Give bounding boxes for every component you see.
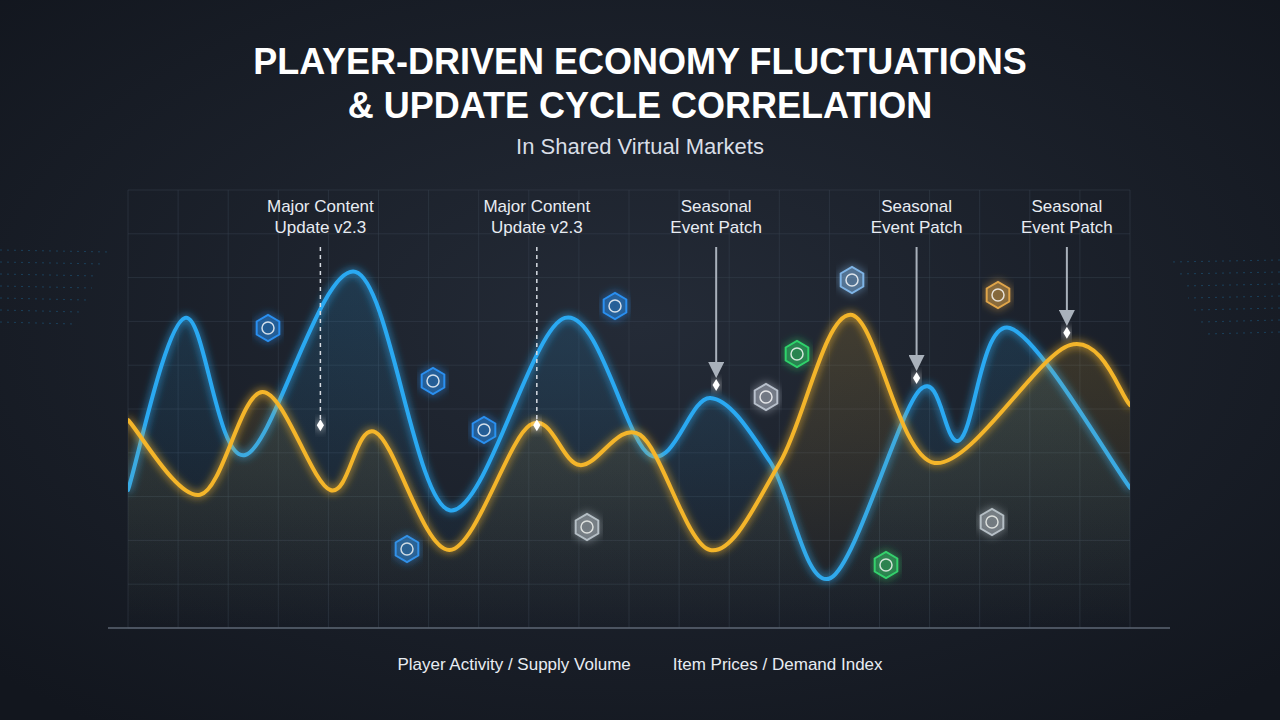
- coin-icon: [987, 282, 1010, 308]
- legend-entry: Item Prices / Demand Index: [673, 655, 883, 674]
- coin-icon: [786, 341, 809, 367]
- text-line: & UPDATE CYCLE CORRELATION: [348, 85, 933, 126]
- series-line: [128, 315, 1130, 550]
- decor-streak: [0, 262, 104, 264]
- coin-icon-inner: [791, 348, 803, 360]
- coin-icon-inner: [760, 391, 772, 403]
- grid: [128, 190, 1130, 628]
- annotation-label: Seasonal Event Patch: [1021, 197, 1113, 237]
- text-line: PLAYER-DRIVEN ECONOMY FLUCTUATIONS: [253, 41, 1026, 82]
- decor-streak: [0, 250, 110, 252]
- coin-icon-inner: [478, 424, 490, 436]
- text-line: Event Patch: [871, 218, 963, 237]
- series-area: [128, 315, 1130, 628]
- background: [0, 0, 1280, 720]
- annotation-marker: [913, 372, 920, 384]
- coin-icon: [604, 293, 627, 319]
- annotation-arrow: [1066, 247, 1068, 323]
- annotation-label: Major Content Update v2.3: [267, 197, 374, 237]
- text-line: Major Content: [267, 197, 374, 216]
- coin-icon: [473, 417, 496, 443]
- coin-icon: [755, 384, 778, 410]
- annotation-marker: [317, 419, 324, 431]
- text-line: Event Patch: [670, 218, 762, 237]
- decor-streak: [0, 310, 80, 312]
- decor-streak: [1188, 296, 1280, 298]
- annotation-line: [320, 247, 322, 419]
- annotation-label: Seasonal Event Patch: [670, 197, 762, 237]
- text-line: Seasonal: [681, 197, 752, 216]
- decor-streak: [1176, 272, 1280, 274]
- annotation-line: [536, 247, 538, 419]
- text-line: Update v2.3: [491, 218, 583, 237]
- coin-icon-inner: [992, 289, 1004, 301]
- coin-icon: [841, 267, 864, 293]
- annotation-label: Seasonal Event Patch: [871, 197, 963, 237]
- annotation-label: Major Content Update v2.3: [483, 197, 590, 237]
- annotation-arrow: [916, 247, 918, 368]
- plot-area: [128, 272, 1130, 628]
- annotation-marker: [1063, 327, 1070, 339]
- decor-streak: [1200, 320, 1280, 322]
- decor-streak: [0, 322, 74, 324]
- coin-icon-inner: [609, 300, 621, 312]
- decor-streak: [1194, 308, 1280, 310]
- decor-streak: [1170, 260, 1280, 262]
- chart-root: PLAYER-DRIVEN ECONOMY FLUCTUATIONS& UPDA…: [0, 0, 1280, 720]
- coin-icon: [422, 368, 445, 394]
- text-line: Event Patch: [1021, 218, 1113, 237]
- subtitle: In Shared Virtual Markets: [516, 134, 764, 159]
- series-area: [128, 272, 1130, 628]
- annotation-marker: [533, 419, 540, 431]
- text-line: Major Content: [483, 197, 590, 216]
- annotations: Major Content Update v2.3 Major Content Upd…: [267, 197, 1113, 431]
- decor-streak: [1182, 284, 1280, 286]
- decor-streak: [0, 286, 92, 288]
- decor-streak: [0, 274, 98, 276]
- coin-icon-inner: [846, 274, 858, 286]
- annotation-arrow: [715, 247, 717, 375]
- text-line: Seasonal: [1031, 197, 1102, 216]
- coin-icon-inner: [262, 322, 274, 334]
- decor-streak: [0, 298, 86, 300]
- legend-entry: Player Activity / Supply Volume: [397, 655, 630, 674]
- text-line: Update v2.3: [275, 218, 367, 237]
- title: PLAYER-DRIVEN ECONOMY FLUCTUATIONS& UPDA…: [253, 41, 1026, 126]
- annotation-marker: [713, 379, 720, 391]
- coin-icon: [257, 315, 280, 341]
- legend: Player Activity / Supply Volume Item Pric…: [397, 655, 883, 674]
- decor-streak: [1206, 332, 1280, 334]
- text-line: Seasonal: [881, 197, 952, 216]
- coin-icon-inner: [427, 375, 439, 387]
